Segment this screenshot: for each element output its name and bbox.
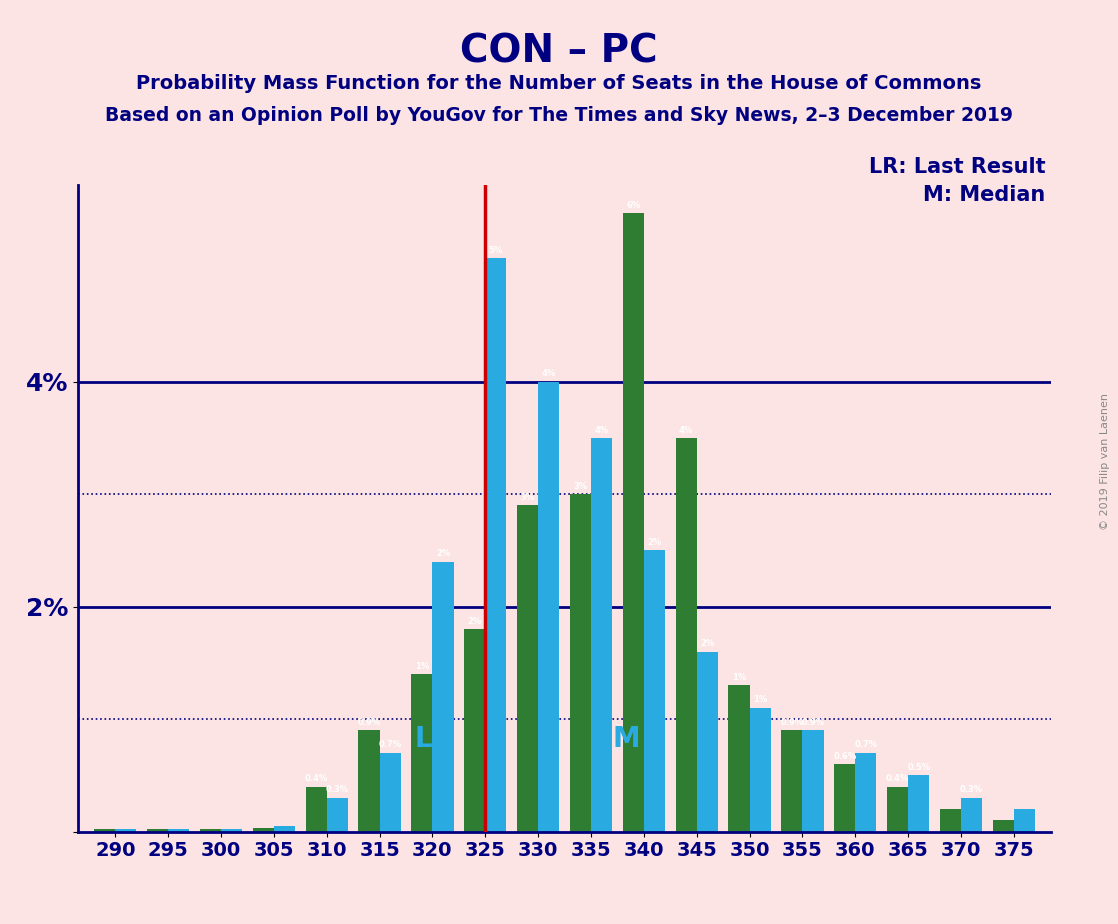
Bar <box>570 494 591 832</box>
Bar <box>274 826 295 832</box>
Bar <box>485 258 506 832</box>
Bar <box>94 830 115 832</box>
Bar <box>115 830 136 832</box>
Text: 0.3%: 0.3% <box>325 785 349 795</box>
Text: 3%: 3% <box>574 481 588 491</box>
Bar <box>908 775 929 832</box>
Text: M: M <box>613 725 639 753</box>
Text: M: Median: M: Median <box>923 185 1045 205</box>
Bar <box>781 730 803 832</box>
Text: 0.9%: 0.9% <box>780 718 804 727</box>
Text: LR: LR <box>415 725 454 753</box>
Bar <box>940 809 961 832</box>
Bar <box>517 505 538 832</box>
Bar <box>1014 809 1035 832</box>
Text: 0.3%: 0.3% <box>960 785 983 795</box>
Text: 0.9%: 0.9% <box>802 718 825 727</box>
Text: 0.7%: 0.7% <box>379 740 401 749</box>
Bar <box>697 651 718 832</box>
Bar <box>644 551 665 832</box>
Text: 4%: 4% <box>541 370 556 378</box>
Text: 2%: 2% <box>467 616 482 626</box>
Text: Probability Mass Function for the Number of Seats in the House of Commons: Probability Mass Function for the Number… <box>136 74 982 93</box>
Text: 1%: 1% <box>732 673 746 682</box>
Bar <box>326 797 348 832</box>
Bar <box>749 708 770 832</box>
Bar <box>675 438 697 832</box>
Bar <box>200 830 221 832</box>
Text: 2%: 2% <box>700 639 714 649</box>
Bar <box>803 730 824 832</box>
Text: 0.5%: 0.5% <box>907 763 930 772</box>
Bar <box>887 786 908 832</box>
Text: 4%: 4% <box>595 426 608 434</box>
Text: © 2019 Filip van Laenen: © 2019 Filip van Laenen <box>1100 394 1109 530</box>
Text: 0.7%: 0.7% <box>854 740 878 749</box>
Text: 6%: 6% <box>626 201 641 210</box>
Text: LR: Last Result: LR: Last Result <box>869 157 1045 177</box>
Text: 4%: 4% <box>679 426 693 434</box>
Bar <box>729 686 749 832</box>
Bar <box>538 382 559 832</box>
Bar <box>433 562 454 832</box>
Text: 0.6%: 0.6% <box>833 752 856 760</box>
Text: CON – PC: CON – PC <box>461 32 657 70</box>
Bar <box>359 730 380 832</box>
Bar <box>305 786 326 832</box>
Bar <box>623 213 644 832</box>
Text: 3%: 3% <box>521 493 534 502</box>
Bar <box>591 438 613 832</box>
Bar <box>253 828 274 832</box>
Text: 2%: 2% <box>436 549 451 558</box>
Bar <box>834 764 855 832</box>
Bar <box>993 821 1014 832</box>
Text: Based on an Opinion Poll by YouGov for The Times and Sky News, 2–3 December 2019: Based on an Opinion Poll by YouGov for T… <box>105 106 1013 126</box>
Text: 1%: 1% <box>754 696 767 704</box>
Bar <box>411 675 433 832</box>
Text: 0.4%: 0.4% <box>304 774 328 784</box>
Bar <box>380 753 400 832</box>
Bar <box>961 797 983 832</box>
Bar <box>168 830 189 832</box>
Text: 0.9%: 0.9% <box>358 718 380 727</box>
Text: 0.4%: 0.4% <box>885 774 909 784</box>
Text: 5%: 5% <box>489 246 503 254</box>
Text: 2%: 2% <box>647 538 662 547</box>
Text: 1%: 1% <box>415 662 429 671</box>
Bar <box>221 830 243 832</box>
Bar <box>855 753 877 832</box>
Bar <box>146 830 168 832</box>
Bar <box>464 629 485 832</box>
